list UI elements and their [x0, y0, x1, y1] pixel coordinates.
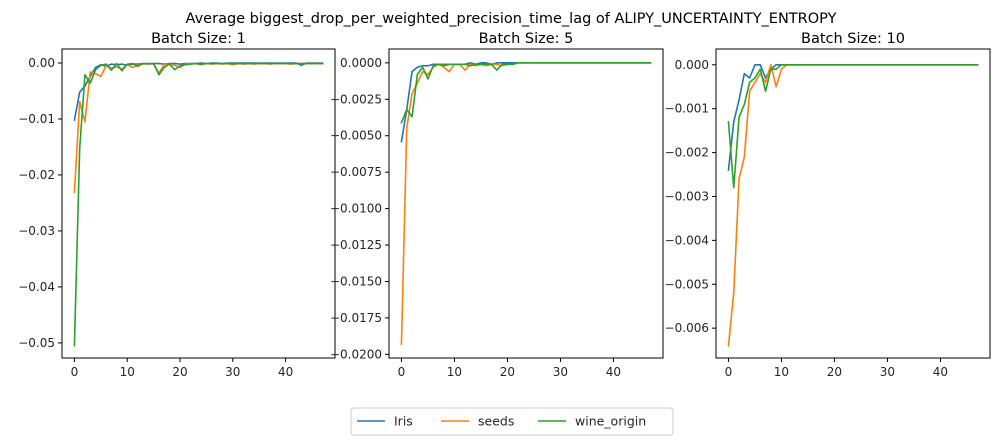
x-tick-label: 20: [827, 365, 842, 379]
plot-frame: [61, 48, 336, 359]
x-tick-label: 40: [933, 365, 948, 379]
x-tick-label: 20: [172, 365, 187, 379]
x-tick-label: 30: [225, 365, 240, 379]
y-tick-label: −0.04: [18, 280, 55, 294]
legend-label-wine-origin: wine_origin: [575, 414, 646, 429]
y-tick-label: −0.02: [18, 168, 55, 182]
series-line-wine-origin: [400, 62, 652, 124]
y-tick-label: −0.0100: [330, 202, 382, 216]
x-tick-label: 40: [278, 365, 293, 379]
y-tick-label: −0.004: [665, 233, 709, 247]
legend-label-iris: Iris: [394, 414, 413, 429]
y-tick-label: 0.000: [675, 58, 709, 72]
y-tick-label: −0.001: [665, 102, 709, 116]
y-tick-label: −0.0125: [330, 238, 382, 252]
x-tick-label: 0: [71, 365, 79, 379]
y-tick-label: −0.0200: [330, 347, 382, 361]
legend-label-seeds: seeds: [478, 414, 514, 429]
x-tick-label: 0: [725, 365, 733, 379]
y-tick-label: −0.0150: [330, 274, 382, 288]
figure-title: Average biggest_drop_per_weighted_precis…: [186, 11, 837, 27]
y-tick-label: 0.00: [28, 56, 55, 70]
y-tick-label: −0.0075: [330, 165, 382, 179]
subplot-title: Batch Size: 10: [801, 31, 905, 47]
subplot-batch-size-5: Batch Size: 5 0 10 20 30 40 0.0000 −0.0025 −0.00…: [330, 31, 664, 379]
subplot-batch-size-10: Batch Size: 10 0 10 20 30 40 0.000 −0.001 −0.002…: [665, 31, 991, 379]
plot-frame: [388, 48, 664, 359]
y-tick-label: −0.01: [18, 112, 55, 126]
series-line-wine-origin: [73, 62, 324, 347]
x-tick-label: 40: [606, 365, 621, 379]
y-tick-label: −0.003: [665, 189, 709, 203]
subplot-title: Batch Size: 1: [151, 31, 246, 47]
x-tick-label: 30: [553, 365, 568, 379]
y-tick-label: −0.0175: [330, 311, 382, 325]
legend-frame: [350, 407, 674, 436]
y-tick-label: 0.0000: [340, 56, 382, 70]
series-line-wine-origin: [727, 64, 979, 189]
x-tick-label: 20: [500, 365, 515, 379]
y-tick-label: −0.005: [665, 277, 709, 291]
x-tick-label: 0: [398, 365, 406, 379]
y-tick-label: −0.002: [665, 146, 709, 160]
x-tick-label: 30: [880, 365, 895, 379]
legend: Iris seeds wine_origin: [350, 407, 674, 436]
x-tick-label: 10: [447, 365, 462, 379]
subplot-title: Batch Size: 5: [479, 31, 574, 47]
x-tick-label: 10: [120, 365, 135, 379]
subplot-batch-size-1: Batch Size: 1 0 10 20 30 40 0.00 −0.01 −0.02 −0.0…: [18, 31, 336, 379]
x-tick-label: 10: [774, 365, 789, 379]
y-tick-label: −0.03: [18, 224, 55, 238]
y-tick-label: −0.0025: [330, 92, 382, 106]
y-tick-label: −0.0050: [330, 129, 382, 143]
plot-frame: [715, 48, 991, 359]
y-tick-label: −0.006: [665, 321, 709, 335]
y-tick-label: −0.05: [18, 336, 55, 350]
